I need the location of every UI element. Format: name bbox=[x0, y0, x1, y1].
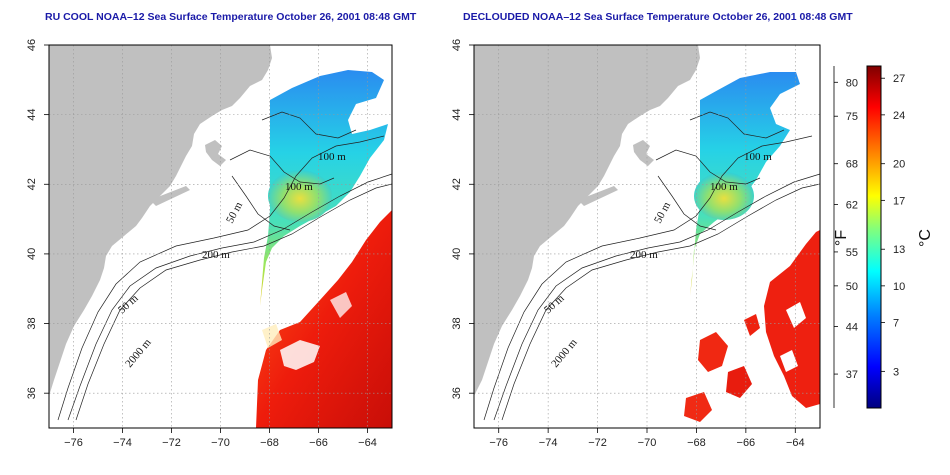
right-warm-patch-3 bbox=[726, 366, 752, 398]
colorbar-celsius-unit: °C bbox=[917, 229, 934, 247]
colorbar-celsius-tick-label: 13 bbox=[893, 244, 905, 256]
tick-label-lat: 46 bbox=[26, 39, 38, 51]
left-contour-label-100m-gulf: 100 m bbox=[285, 181, 313, 193]
left-map-land bbox=[49, 45, 272, 396]
colorbar-fahrenheit-tick-label: 68 bbox=[846, 159, 858, 171]
left-cloud-patch bbox=[280, 340, 320, 370]
left-cloud-patch-3 bbox=[262, 324, 282, 348]
tick-label-lat: 40 bbox=[26, 248, 38, 260]
left-cloud-edge bbox=[330, 196, 384, 250]
tick-label-lon: −64 bbox=[358, 437, 377, 449]
tick-label-lat: 38 bbox=[451, 317, 463, 329]
tick-label-lon: −68 bbox=[260, 437, 279, 449]
colorbar-celsius-tick-label: 7 bbox=[893, 318, 899, 330]
tick-label-lon: −74 bbox=[113, 437, 132, 449]
colorbar-ticks: 27 24 20 17 13 10 7 3 80 75 68 62 55 50 44 37 bbox=[834, 73, 905, 381]
tick-label-lat: 40 bbox=[451, 248, 463, 260]
tick-label-lat: 46 bbox=[451, 39, 463, 51]
left-map-panel bbox=[49, 45, 393, 428]
right-warm-patch-2 bbox=[698, 332, 728, 372]
colorbar-fahrenheit-tick-label: 62 bbox=[846, 199, 858, 211]
colorbar-fahrenheit-unit: °F bbox=[833, 230, 850, 246]
right-contour-label-100m-gulf: 100 m bbox=[710, 181, 738, 193]
right-contour-label-200m: 200 m bbox=[630, 249, 658, 261]
left-contour-label-200m: 200 m bbox=[202, 249, 230, 261]
colorbar-gradient bbox=[866, 65, 882, 409]
left-warm-water bbox=[256, 210, 392, 428]
tick-label-lon: −68 bbox=[687, 437, 706, 449]
colorbar-celsius-tick-label: 10 bbox=[893, 281, 905, 293]
colorbar-fahrenheit-tick-label: 44 bbox=[846, 322, 858, 334]
right-bathymetry-contours bbox=[483, 111, 821, 421]
colorbar: 27 24 20 17 13 10 7 3 80 75 68 62 55 50 44 37 °F °C bbox=[833, 65, 934, 409]
right-cloud-hole-2 bbox=[780, 350, 798, 372]
colorbar-fahrenheit-tick-label: 80 bbox=[846, 77, 858, 89]
right-cape-cod bbox=[633, 140, 654, 166]
left-long-island bbox=[150, 186, 190, 206]
right-panel-title: DECLOUDED NOAA–12 Sea Surface Temperatur… bbox=[463, 11, 853, 23]
right-map-land bbox=[474, 45, 700, 396]
tick-label-lon: −70 bbox=[638, 437, 657, 449]
colorbar-celsius-tick-label: 17 bbox=[893, 195, 905, 207]
colorbar-fahrenheit-tick-label: 75 bbox=[846, 111, 858, 123]
tick-label-lat: 36 bbox=[26, 387, 38, 399]
right-axes: −76 −74 −72 −70 −68 −66 −64 36 38 40 42 44 46 bbox=[451, 39, 805, 449]
colorbar-celsius-tick-label: 3 bbox=[893, 366, 899, 378]
right-warm-patch-4 bbox=[684, 392, 712, 422]
tick-label-lat: 36 bbox=[451, 387, 463, 399]
colorbar-fahrenheit-tick-label: 55 bbox=[846, 247, 858, 259]
left-bathymetry-contours bbox=[57, 111, 393, 421]
tick-label-lat: 42 bbox=[451, 178, 463, 190]
tick-label-lon: −76 bbox=[64, 437, 83, 449]
left-axes: −76 −74 −72 −70 −68 −66 −64 36 38 40 42 44 46 bbox=[26, 39, 377, 449]
right-contour-label-100m-north: 100 m bbox=[744, 151, 772, 163]
tick-label-lon: −64 bbox=[786, 437, 805, 449]
tick-label-lon: −72 bbox=[588, 437, 607, 449]
colorbar-celsius-tick-label: 20 bbox=[893, 159, 905, 171]
tick-label-lon: −72 bbox=[162, 437, 181, 449]
colorbar-fahrenheit-tick-label: 37 bbox=[846, 369, 858, 381]
left-cloud-patch-2 bbox=[330, 292, 352, 318]
tick-label-lat: 44 bbox=[26, 109, 38, 121]
left-panel-title: RU COOL NOAA–12 Sea Surface Temperature … bbox=[45, 11, 417, 23]
right-long-island bbox=[578, 186, 618, 206]
right-map-panel bbox=[474, 45, 821, 428]
tick-label-lon: −76 bbox=[489, 437, 508, 449]
colorbar-fahrenheit-tick-label: 50 bbox=[846, 281, 858, 293]
colorbar-celsius-tick-label: 27 bbox=[893, 73, 905, 85]
tick-label-lat: 38 bbox=[26, 317, 38, 329]
tick-label-lat: 42 bbox=[26, 178, 38, 190]
right-cloud-hole bbox=[786, 302, 806, 328]
tick-label-lat: 44 bbox=[451, 109, 463, 121]
colorbar-celsius-tick-label: 24 bbox=[893, 110, 905, 122]
right-warm-patch-5 bbox=[744, 314, 760, 336]
right-gulf-of-maine-warm-core bbox=[694, 172, 754, 220]
tick-label-lon: −70 bbox=[211, 437, 230, 449]
tick-label-lon: −74 bbox=[539, 437, 558, 449]
tick-label-lon: −66 bbox=[737, 437, 756, 449]
left-gulf-of-maine-warm-core bbox=[268, 170, 332, 222]
left-contour-label-100m-north: 100 m bbox=[318, 151, 346, 163]
tick-label-lon: −66 bbox=[309, 437, 328, 449]
